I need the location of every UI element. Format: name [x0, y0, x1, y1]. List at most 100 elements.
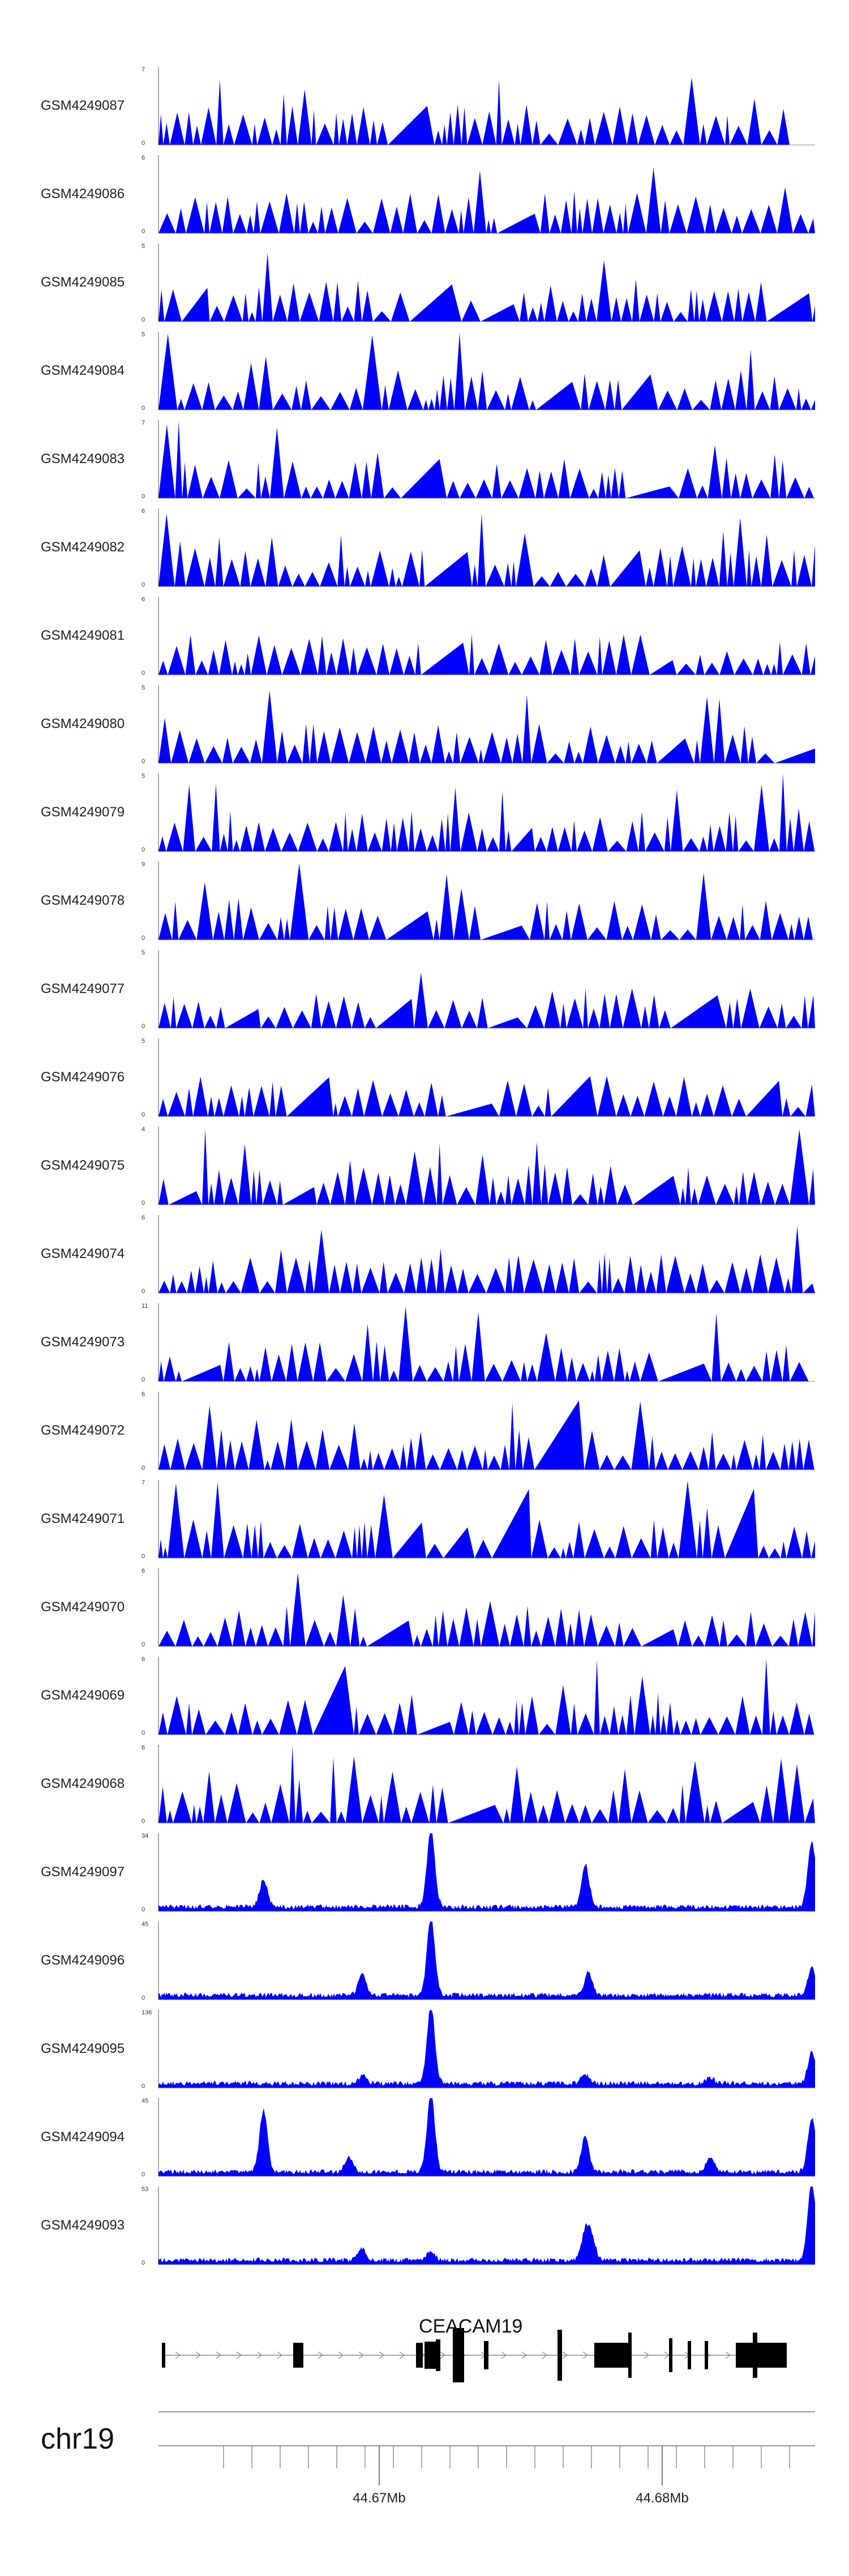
coverage-track: GSM4249080 5 0: [41, 684, 815, 765]
coverage-track: GSM4249096 45 0: [41, 1921, 815, 2001]
y-min-label: 0: [142, 1023, 145, 1030]
coverage-area: [158, 773, 815, 851]
coverage-area: [158, 863, 815, 940]
track-label: GSM4249096: [41, 1953, 125, 1968]
exon-block: [558, 2330, 562, 2381]
track-label: GSM4249081: [41, 628, 125, 643]
coverage-area: [158, 973, 815, 1028]
track-label: GSM4249071: [41, 1511, 125, 1526]
track-label: GSM4249083: [41, 451, 125, 467]
strand-arrow-icon: [318, 2351, 323, 2359]
y-min-label: 0: [142, 1730, 145, 1736]
y-min-label: 0: [142, 2171, 145, 2178]
track-label: GSM4249080: [41, 716, 125, 731]
y-min-label: 0: [142, 1641, 145, 1648]
y-min-label: 0: [142, 670, 145, 677]
y-max-label: 136: [142, 2009, 152, 2016]
coverage-track: GSM4249071 7 0: [41, 1479, 815, 1560]
coverage-area: [158, 168, 815, 233]
y-min-label: 0: [142, 1288, 145, 1295]
track-label: GSM4249086: [41, 186, 125, 202]
exon-block: [628, 2333, 632, 2378]
y-max-label: 9: [142, 861, 145, 868]
coverage-area: [158, 1480, 815, 1558]
y-max-label: 34: [142, 1833, 148, 1839]
coverage-area: [158, 1658, 815, 1735]
track-label: GSM4249069: [41, 1688, 125, 1703]
y-max-label: 6: [142, 1656, 145, 1663]
y-min-label: 0: [142, 1553, 145, 1560]
y-max-label: 6: [142, 1744, 145, 1751]
strand-arrow-icon: [440, 2351, 445, 2359]
y-max-label: 53: [142, 2186, 148, 2193]
strand-arrow-icon: [379, 2351, 384, 2359]
coverage-track: GSM4249094 45 0: [41, 2098, 815, 2178]
coverage-track: GSM4249095 136 0: [41, 2009, 815, 2090]
coverage-area: [158, 690, 815, 763]
genome-axis-layer: chr19 44.67Mb 44.68Mb: [41, 2411, 815, 2506]
track-label: GSM4249077: [41, 981, 125, 996]
track-label: GSM4249093: [41, 2218, 125, 2233]
coverage-area: [158, 77, 815, 145]
y-max-label: 6: [142, 155, 145, 161]
y-max-label: 7: [142, 66, 145, 73]
y-max-label: 5: [142, 949, 145, 956]
coverage-track: GSM4249068 6 0: [41, 1744, 815, 1825]
y-max-label: 5: [142, 684, 145, 691]
coverage-track: GSM4249077 5 0: [41, 949, 815, 1030]
y-min-label: 0: [142, 935, 145, 942]
coverage-area: [158, 1922, 815, 2000]
coverage-area: [158, 1306, 815, 1381]
y-min-label: 0: [142, 1995, 145, 2001]
coverage-track: GSM4249073 11 0: [41, 1303, 815, 1383]
y-max-label: 5: [142, 1038, 145, 1045]
track-label: GSM4249072: [41, 1423, 125, 1438]
y-min-label: 0: [142, 316, 145, 323]
y-max-label: 11: [142, 1303, 148, 1310]
coverage-track: GSM4249097 34 0: [41, 1833, 815, 1913]
chromosome-label: chr19: [41, 2423, 114, 2455]
coverage-track: GSM4249081 6 0: [41, 596, 815, 677]
track-label: GSM4249079: [41, 805, 125, 820]
coverage-area: [158, 1128, 815, 1205]
exon-block: [688, 2341, 691, 2369]
strand-arrow-icon: [399, 2351, 405, 2359]
coverage-area: [158, 2098, 815, 2176]
y-min-label: 0: [142, 405, 145, 412]
y-min-label: 0: [142, 581, 145, 588]
exon-block: [424, 2342, 437, 2369]
exon-block: [705, 2341, 708, 2369]
gene-model-layer: CEACAM19: [162, 2316, 787, 2382]
strand-arrow-icon: [338, 2351, 344, 2359]
coverage-track: GSM4249075 4 0: [41, 1126, 815, 1206]
coverage-track: GSM4249070 6 0: [41, 1568, 815, 1648]
axis-tick-label: 44.68Mb: [636, 2491, 688, 2506]
track-label: GSM4249073: [41, 1334, 125, 1350]
exon-block: [736, 2343, 787, 2368]
exon-block: [416, 2343, 423, 2368]
axis-tick-label: 44.67Mb: [353, 2491, 405, 2506]
coverage-track: GSM4249093 53 0: [41, 2186, 815, 2266]
track-label: GSM4249070: [41, 1599, 125, 1615]
coverage-area: [158, 332, 815, 410]
exon-block: [753, 2333, 757, 2378]
coverage-track: GSM4249084 5 0: [41, 331, 815, 412]
y-max-label: 5: [142, 331, 145, 338]
y-min-label: 0: [142, 1906, 145, 1913]
y-max-label: 5: [142, 243, 145, 250]
y-max-label: 45: [142, 1921, 148, 1928]
track-label: GSM4249094: [41, 2129, 125, 2145]
y-max-label: 5: [142, 773, 145, 780]
exon-block: [293, 2343, 303, 2368]
track-label: GSM4249076: [41, 1069, 125, 1085]
y-max-label: 6: [142, 1214, 145, 1221]
strand-arrow-icon: [175, 2351, 181, 2359]
gene-name-label: CEACAM19: [419, 2316, 522, 2337]
track-label: GSM4249097: [41, 1864, 125, 1880]
coverage-area: [158, 1076, 815, 1116]
y-min-label: 0: [142, 2260, 145, 2266]
y-max-label: 45: [142, 2098, 148, 2104]
exon-block: [669, 2338, 672, 2372]
coverage-area: [158, 513, 815, 587]
coverage-area: [158, 1400, 815, 1470]
